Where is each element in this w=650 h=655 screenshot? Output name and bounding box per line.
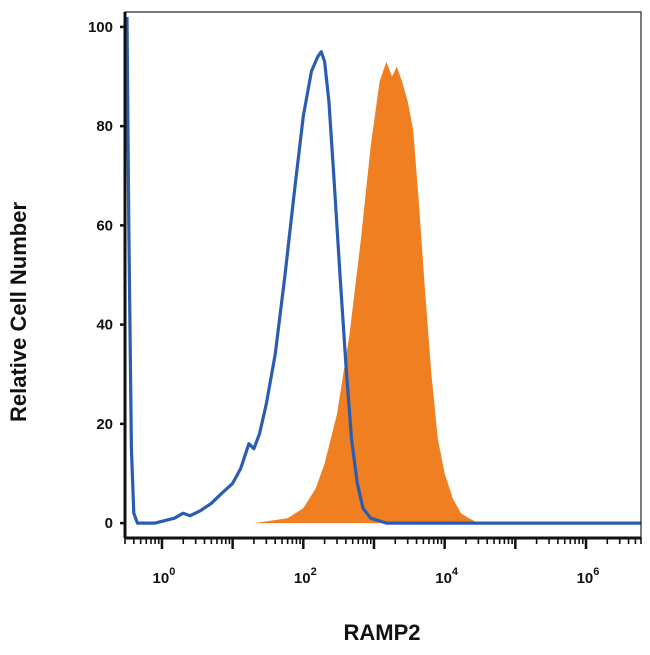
series-layer (125, 16, 642, 525)
y-tick-label: 80 (96, 118, 113, 135)
x-axis-title: RAMP2 (343, 620, 420, 645)
series-1-outline-histogram (125, 16, 641, 525)
y-axis-title: Relative Cell Number (6, 202, 31, 423)
axes-layer: 0 20 40 60 80 100 100 102 104 106 (88, 12, 642, 587)
x-tick-label: 104 (435, 566, 459, 587)
series-0-filled-histogram (133, 61, 642, 524)
x-tick-label: 100 (153, 566, 176, 587)
x-tick-label: 106 (577, 566, 600, 587)
y-tick-label: 60 (96, 217, 113, 234)
y-tick-label: 0 (105, 515, 113, 532)
y-tick-label: 20 (96, 416, 113, 433)
y-tick-label: 100 (88, 19, 113, 36)
x-tick-label: 102 (294, 566, 317, 587)
y-tick-label: 40 (96, 317, 113, 334)
